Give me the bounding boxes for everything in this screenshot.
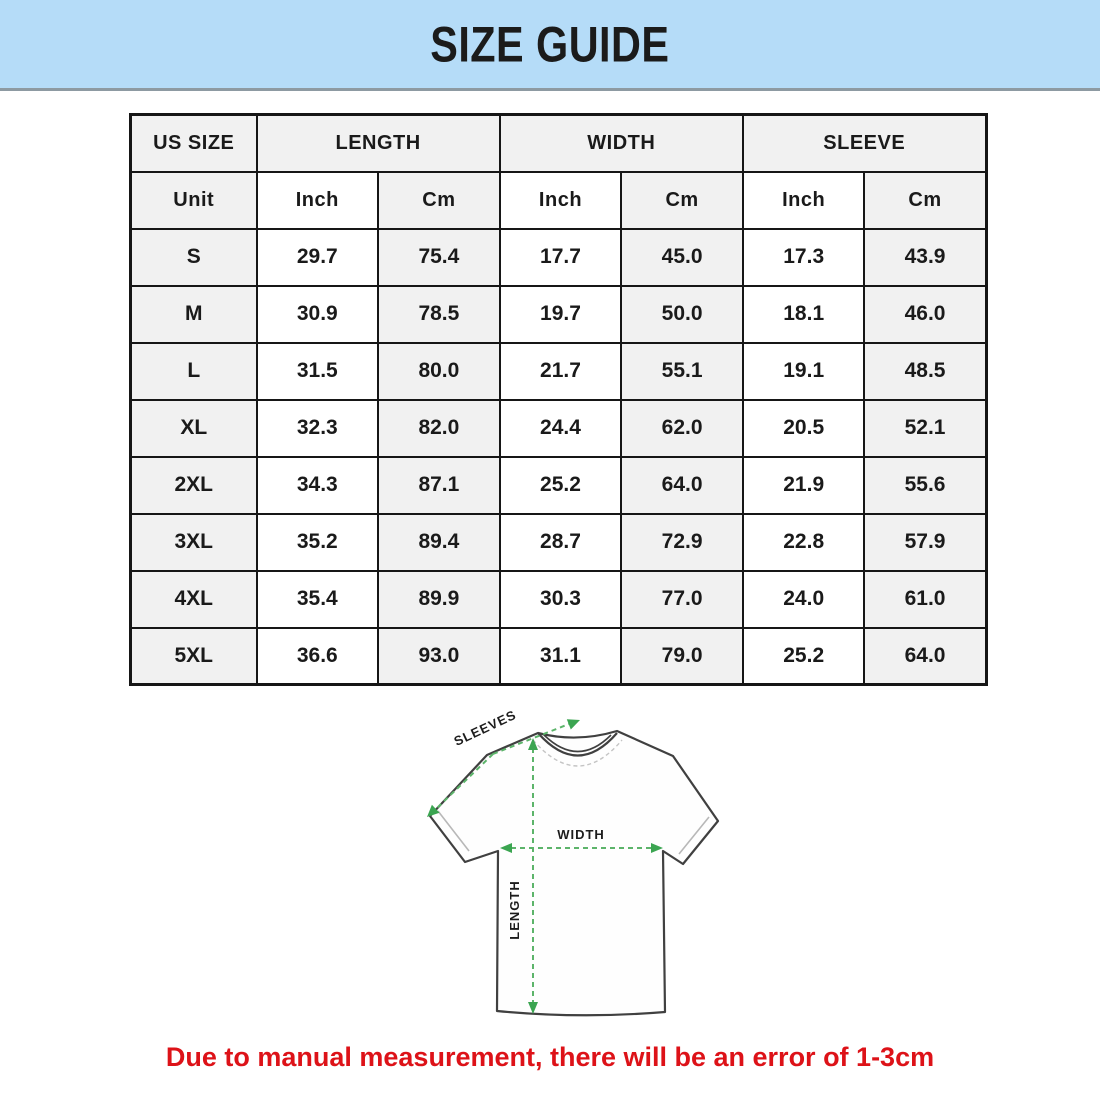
value-cell: 55.6 — [863, 455, 988, 515]
col-header-sleeve: SLEEVE — [741, 113, 988, 173]
value-cell: 72.9 — [620, 512, 744, 572]
col-header-width: WIDTH — [498, 113, 744, 173]
value-cell: 78.5 — [377, 284, 501, 344]
footnote: Due to manual measurement, there will be… — [165, 1042, 935, 1072]
value-cell: 52.1 — [863, 398, 988, 458]
value-cell: 31.5 — [255, 341, 380, 401]
unit-cell: Cm — [377, 170, 501, 230]
table-row: M 30.9 78.5 19.7 50.0 18.1 46.0 — [129, 284, 988, 344]
unit-cell: Inch — [498, 170, 623, 230]
value-cell: 21.9 — [741, 455, 866, 515]
value-cell: 18.1 — [741, 284, 866, 344]
value-cell: 31.1 — [498, 626, 623, 686]
value-cell: 25.2 — [498, 455, 623, 515]
value-cell: 46.0 — [863, 284, 988, 344]
col-header-length: LENGTH — [255, 113, 501, 173]
value-cell: 61.0 — [863, 569, 988, 629]
value-cell: 24.0 — [741, 569, 866, 629]
value-cell: 19.1 — [741, 341, 866, 401]
tshirt-measurement-diagram: SLEEVES WIDTH LENGTH — [405, 698, 755, 1043]
table-row: 4XL 35.4 89.9 30.3 77.0 24.0 61.0 — [129, 569, 988, 629]
size-table: US SIZE LENGTH WIDTH SLEEVE Unit Inch Cm… — [129, 113, 988, 686]
unit-cell: Cm — [620, 170, 744, 230]
value-cell: 20.5 — [741, 398, 866, 458]
unit-cell: Inch — [741, 170, 866, 230]
value-cell: 77.0 — [620, 569, 744, 629]
table-row: 3XL 35.2 89.4 28.7 72.9 22.8 57.9 — [129, 512, 988, 572]
size-cell: M — [129, 284, 258, 344]
width-label: WIDTH — [557, 827, 605, 842]
table-row: 5XL 36.6 93.0 31.1 79.0 25.2 64.0 — [129, 626, 988, 686]
value-cell: 29.7 — [255, 227, 380, 287]
value-cell: 25.2 — [741, 626, 866, 686]
table-row: S 29.7 75.4 17.7 45.0 17.3 43.9 — [129, 227, 988, 287]
value-cell: 34.3 — [255, 455, 380, 515]
unit-cell: Cm — [863, 170, 988, 230]
value-cell: 93.0 — [377, 626, 501, 686]
value-cell: 30.3 — [498, 569, 623, 629]
value-cell: 32.3 — [255, 398, 380, 458]
table-row: XL 32.3 82.0 24.4 62.0 20.5 52.1 — [129, 398, 988, 458]
value-cell: 45.0 — [620, 227, 744, 287]
size-cell: 2XL — [129, 455, 258, 515]
value-cell: 50.0 — [620, 284, 744, 344]
sleeves-label: SLEEVES — [452, 707, 519, 749]
tshirt-outline — [428, 729, 720, 1017]
sleeves-arrowhead-left — [427, 804, 440, 817]
value-cell: 79.0 — [620, 626, 744, 686]
value-cell: 87.1 — [377, 455, 501, 515]
value-cell: 22.8 — [741, 512, 866, 572]
size-cell: 3XL — [129, 512, 258, 572]
size-cell: XL — [129, 398, 258, 458]
value-cell: 35.4 — [255, 569, 380, 629]
sleeves-arrowhead-right — [566, 719, 580, 730]
sleeves-arrow — [435, 723, 570, 810]
value-cell: 48.5 — [863, 341, 988, 401]
page-title: SIZE GUIDE — [430, 15, 670, 73]
table-row: 2XL 34.3 87.1 25.2 64.0 21.9 55.6 — [129, 455, 988, 515]
value-cell: 30.9 — [255, 284, 380, 344]
group-header-row: US SIZE LENGTH WIDTH SLEEVE — [129, 113, 988, 173]
value-cell: 89.9 — [377, 569, 501, 629]
header-banner: SIZE GUIDE — [0, 0, 1100, 91]
unit-header-row: Unit Inch Cm Inch Cm Inch Cm — [129, 170, 988, 230]
value-cell: 36.6 — [255, 626, 380, 686]
size-cell: L — [129, 341, 258, 401]
unit-cell: Unit — [129, 170, 258, 230]
value-cell: 80.0 — [377, 341, 501, 401]
value-cell: 43.9 — [863, 227, 988, 287]
value-cell: 82.0 — [377, 398, 501, 458]
length-arrowhead-top — [528, 738, 538, 750]
value-cell: 35.2 — [255, 512, 380, 572]
table-row: L 31.5 80.0 21.7 55.1 19.1 48.5 — [129, 341, 988, 401]
col-header-us-size: US SIZE — [129, 113, 258, 173]
value-cell: 28.7 — [498, 512, 623, 572]
value-cell: 57.9 — [863, 512, 988, 572]
value-cell: 64.0 — [620, 455, 744, 515]
length-label: LENGTH — [507, 880, 522, 939]
value-cell: 21.7 — [498, 341, 623, 401]
tshirt-diagram-svg: SLEEVES WIDTH LENGTH — [427, 707, 720, 1017]
value-cell: 64.0 — [863, 626, 988, 686]
width-arrowhead-left — [500, 843, 512, 853]
collar-stitch — [532, 739, 623, 767]
collar-inner — [543, 734, 612, 753]
value-cell: 17.7 — [498, 227, 623, 287]
width-arrowhead-right — [651, 843, 663, 853]
value-cell: 62.0 — [620, 398, 744, 458]
size-cell: 5XL — [129, 626, 258, 686]
left-cuff-line — [437, 810, 470, 852]
right-cuff-line — [678, 816, 710, 855]
value-cell: 55.1 — [620, 341, 744, 401]
size-cell: 4XL — [129, 569, 258, 629]
length-arrowhead-bottom — [528, 1002, 538, 1014]
collar-outer — [537, 732, 618, 757]
unit-cell: Inch — [255, 170, 380, 230]
size-cell: S — [129, 227, 258, 287]
value-cell: 17.3 — [741, 227, 866, 287]
value-cell: 19.7 — [498, 284, 623, 344]
value-cell: 24.4 — [498, 398, 623, 458]
value-cell: 75.4 — [377, 227, 501, 287]
value-cell: 89.4 — [377, 512, 501, 572]
